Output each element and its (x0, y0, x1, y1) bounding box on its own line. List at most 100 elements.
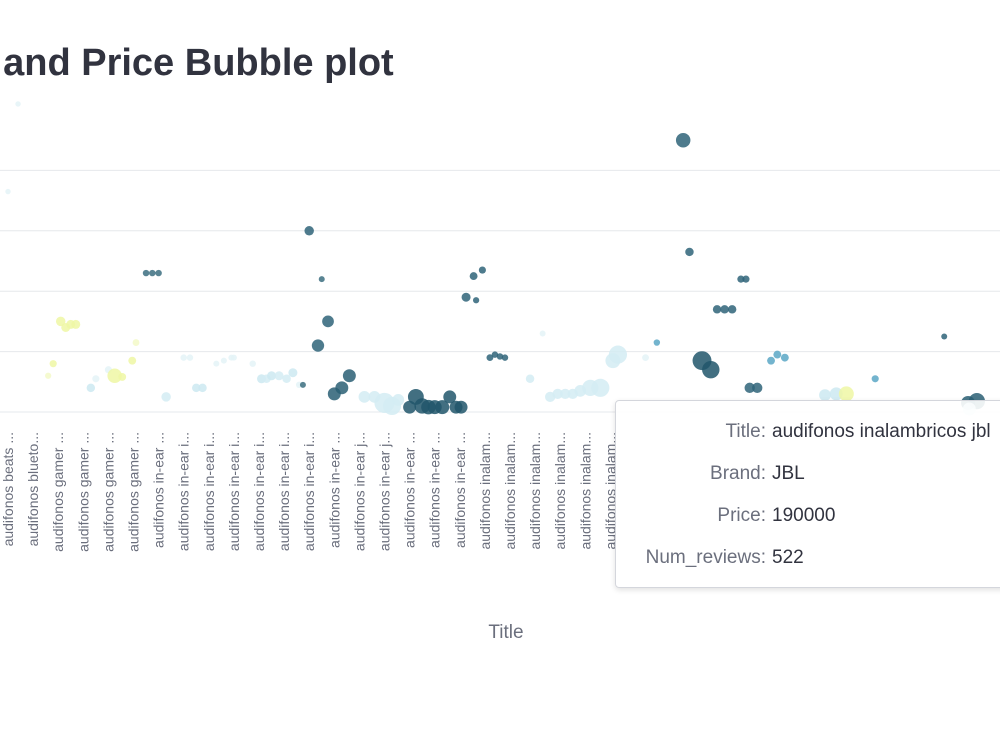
x-tick-label-3: audifonos gamer ... (75, 432, 91, 552)
tooltip-row-reviews: Num_reviews: 522 (616, 547, 1000, 571)
bubble-12[interactable] (118, 373, 127, 381)
x-tick-label-5: audifonos gamer ... (126, 432, 142, 552)
bubble-92[interactable] (819, 389, 831, 401)
bubble-57[interactable] (461, 292, 471, 302)
bubble-33[interactable] (288, 368, 298, 378)
bubble-27[interactable] (249, 360, 256, 367)
x-tick-label-20: audifonos inalam... (502, 432, 518, 550)
bubble-96[interactable] (941, 333, 948, 340)
tooltip-brand-key: Brand: (710, 463, 766, 484)
bubble-22[interactable] (198, 383, 207, 393)
bubble-1[interactable] (15, 101, 21, 107)
bubble-41[interactable] (335, 381, 349, 395)
bubble-36[interactable] (304, 226, 314, 236)
bubble-0[interactable] (5, 188, 11, 195)
bubble-53[interactable] (435, 400, 450, 415)
bubble-79[interactable] (685, 247, 694, 257)
bubble-16[interactable] (149, 269, 156, 277)
bubble-90[interactable] (773, 350, 782, 359)
bubble-61[interactable] (486, 354, 494, 362)
bubble-66[interactable] (539, 330, 546, 337)
bubble-23[interactable] (213, 360, 220, 367)
bubble-24[interactable] (220, 357, 227, 364)
bubble-26[interactable] (230, 354, 237, 361)
bubble-85[interactable] (737, 275, 745, 283)
page-title: l and Price Bubble plot (0, 42, 394, 84)
bubble-82[interactable] (712, 305, 722, 314)
bubble-13[interactable] (128, 356, 137, 365)
tooltip-row-title: Title: audifonos inalambricos jbl (616, 421, 1000, 445)
bubble-75[interactable] (608, 345, 628, 364)
bubble-95[interactable] (871, 375, 879, 383)
bubble-17[interactable] (155, 269, 162, 277)
x-tick-label-22: audifonos inalam... (552, 432, 568, 550)
bubble-38[interactable] (322, 315, 334, 328)
bubble-31[interactable] (274, 371, 284, 381)
x-tick-label-24: audifonos inalam... (602, 432, 618, 550)
bubble-65[interactable] (525, 374, 535, 384)
bubble-9[interactable] (92, 375, 100, 383)
bubble-11[interactable] (107, 368, 122, 384)
bubble-35[interactable] (299, 381, 306, 388)
bubble-37[interactable] (318, 276, 325, 283)
bubbles (5, 101, 985, 416)
bubble-89[interactable] (767, 356, 775, 365)
bubble-18[interactable] (161, 392, 171, 402)
x-tick-label-15: audifonos in-ear j... (377, 432, 393, 551)
bubble-8[interactable] (86, 383, 96, 393)
x-tick-label-9: audifonos in-ear i... (226, 432, 242, 551)
x-tick-label-13: audifonos in-ear ... (326, 432, 342, 548)
x-tick-label-18: audifonos in-ear ... (452, 432, 468, 548)
tooltip-price-key: Price: (717, 505, 766, 526)
bubble-86[interactable] (742, 275, 750, 283)
bubble-60[interactable] (472, 297, 480, 304)
x-tick-label-16: audifonos in-ear ... (402, 432, 418, 548)
bubble-84[interactable] (727, 305, 737, 314)
bubble-15[interactable] (142, 269, 150, 277)
bubble-21[interactable] (192, 383, 201, 393)
bubble-14[interactable] (132, 339, 140, 346)
x-axis-title: Title (488, 622, 523, 643)
bubble-2[interactable] (45, 372, 52, 379)
bubble-62[interactable] (491, 351, 499, 358)
bubble-88[interactable] (752, 382, 763, 394)
bubble-7[interactable] (71, 319, 81, 329)
bubble-58[interactable] (469, 272, 478, 281)
bubble-32[interactable] (282, 374, 291, 384)
bubble-56[interactable] (454, 400, 468, 414)
bubble-91[interactable] (780, 353, 789, 362)
bubble-68[interactable] (552, 388, 563, 400)
bubble-73[interactable] (591, 378, 610, 397)
bubble-87[interactable] (744, 382, 755, 394)
bubble-81[interactable] (702, 361, 720, 379)
tooltip-price-value: 190000 (772, 505, 836, 526)
bubble-3[interactable] (49, 360, 57, 368)
bubble-43[interactable] (358, 391, 371, 403)
x-tick-label-6: audifonos in-ear ... (151, 432, 167, 548)
bubble-4[interactable] (55, 316, 66, 327)
bubble-94[interactable] (838, 386, 854, 402)
tooltip-row-price: Price: 190000 (616, 505, 1000, 529)
bubble-83[interactable] (720, 305, 729, 314)
bubble-47[interactable] (392, 394, 405, 406)
bubble-69[interactable] (560, 388, 571, 400)
bubble-42[interactable] (342, 369, 356, 383)
bubble-93[interactable] (829, 387, 843, 401)
bubble-63[interactable] (496, 353, 504, 360)
bubble-64[interactable] (501, 354, 509, 361)
x-tick-label-11: audifonos in-ear i... (276, 432, 292, 551)
x-tick-label-14: audifonos in-ear j... (351, 432, 367, 551)
bubble-77[interactable] (653, 339, 661, 346)
x-tick-label-17: audifonos in-ear ... (427, 432, 443, 548)
bubble-19[interactable] (180, 354, 187, 361)
x-tick-label-1: audifonos blueto... (25, 432, 41, 546)
bubble-20[interactable] (186, 354, 194, 361)
bubble-59[interactable] (478, 266, 486, 274)
bubble-76[interactable] (642, 354, 649, 362)
bubble-54[interactable] (443, 390, 457, 404)
bubble-39[interactable] (311, 339, 325, 352)
bubble-30[interactable] (267, 371, 277, 381)
tooltip-title-value: audifonos inalambricos jbl (772, 421, 991, 442)
bubble-78[interactable] (675, 132, 691, 148)
